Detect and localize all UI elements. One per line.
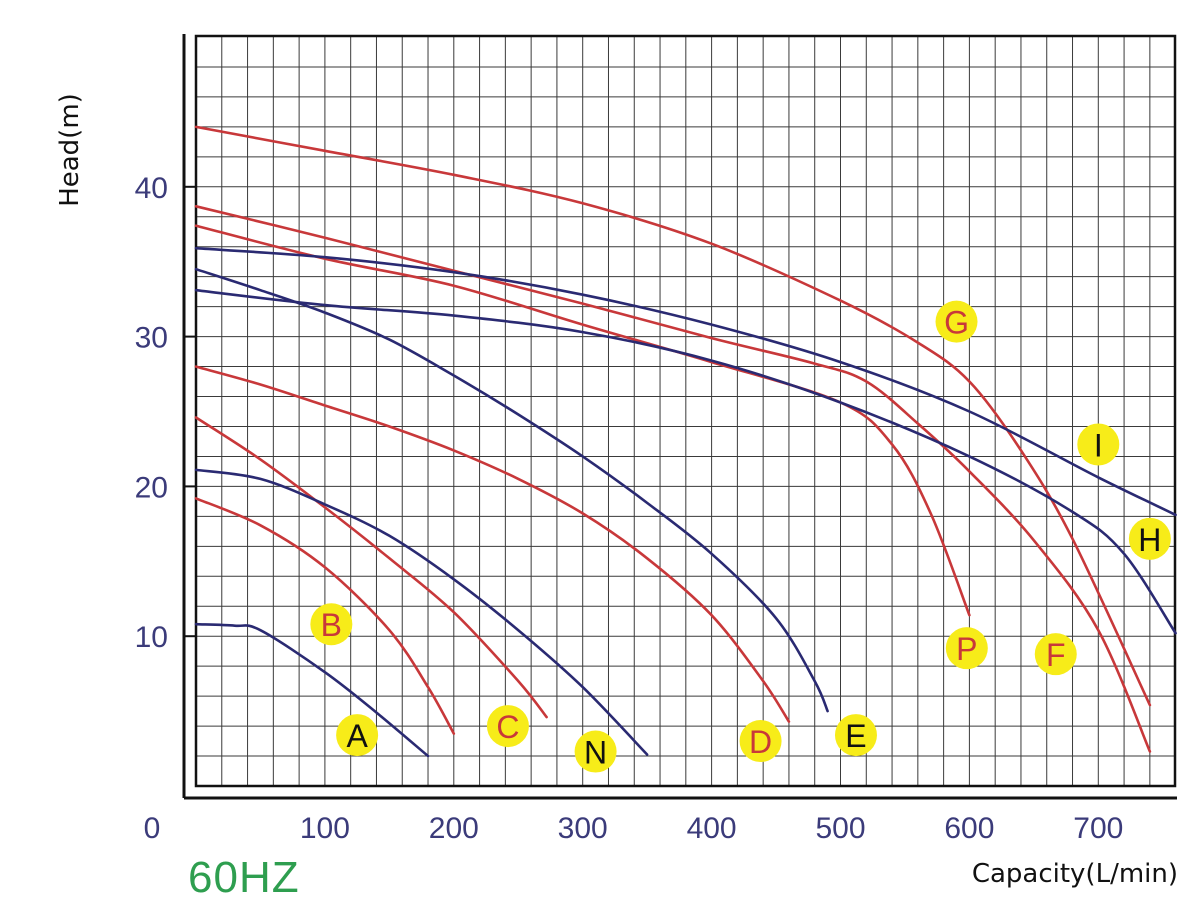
grid — [194, 34, 1177, 788]
series-layer — [194, 125, 1177, 758]
curve-d — [194, 365, 791, 723]
x-tick-label: 700 — [1073, 812, 1123, 845]
label-badge — [1077, 423, 1120, 466]
curve-f — [194, 205, 1152, 753]
label-text: D — [749, 724, 772, 760]
x-tick-label: 100 — [300, 812, 350, 845]
label-badge — [310, 603, 353, 646]
label-text: N — [584, 735, 607, 771]
label-text: C — [496, 709, 519, 745]
x-tick-label: 600 — [944, 812, 994, 845]
x-tick-label: 200 — [429, 812, 479, 845]
label-badge — [336, 714, 379, 757]
curve-h — [194, 288, 1177, 635]
y-tick-label: 20 — [135, 471, 168, 504]
x-tick-label: 400 — [687, 812, 737, 845]
curve-label-h: H — [1128, 517, 1171, 560]
curve-i — [194, 246, 1177, 517]
label-badge — [945, 627, 988, 670]
label-text: E — [845, 718, 866, 754]
curve-label-f: F — [1034, 633, 1077, 676]
x-tick-label: 300 — [558, 812, 608, 845]
y-tick-label: 10 — [135, 621, 168, 654]
label-text: G — [944, 305, 969, 341]
label-text: I — [1094, 427, 1103, 463]
curve-label-n: N — [574, 730, 617, 773]
curve-label-a: A — [336, 714, 379, 757]
curve-label-p: P — [945, 627, 988, 670]
curve-c — [194, 416, 548, 719]
label-text: B — [321, 607, 342, 643]
label-text: A — [346, 718, 368, 754]
y-tick-label: 40 — [135, 172, 168, 205]
curve-e — [194, 267, 829, 713]
label-badge — [486, 705, 529, 748]
curve-n — [194, 468, 649, 756]
curve-label-b: B — [310, 603, 353, 646]
curve-a — [194, 622, 430, 758]
curve-label-e: E — [834, 714, 877, 757]
label-badge — [574, 730, 617, 773]
label-text: H — [1138, 522, 1161, 558]
label-badge — [1128, 517, 1171, 560]
frequency-label: 60HZ — [188, 853, 300, 899]
x-axis-title: Capacity(L/min) — [972, 859, 1178, 889]
label-badge — [935, 300, 978, 343]
y-axis-title: Head(m) — [55, 93, 85, 207]
label-badge — [739, 720, 782, 763]
label-text: F — [1046, 637, 1066, 673]
plot-frame — [194, 34, 1177, 788]
curve-label-i: I — [1077, 423, 1120, 466]
curve-g — [194, 125, 1152, 707]
curve-b — [194, 497, 456, 735]
curve-label-d: D — [739, 720, 782, 763]
label-text: P — [956, 631, 977, 667]
x-tick-label: 500 — [815, 812, 865, 845]
series-labels: A B C N D E P G F I H — [310, 300, 1171, 773]
y-tick-label: 30 — [135, 322, 168, 355]
label-badge — [834, 714, 877, 757]
x-tick-label: 0 — [144, 812, 161, 845]
axes — [182, 34, 1177, 800]
label-badge — [1034, 633, 1077, 676]
curve-label-c: C — [486, 705, 529, 748]
curve-label-g: G — [935, 300, 978, 343]
